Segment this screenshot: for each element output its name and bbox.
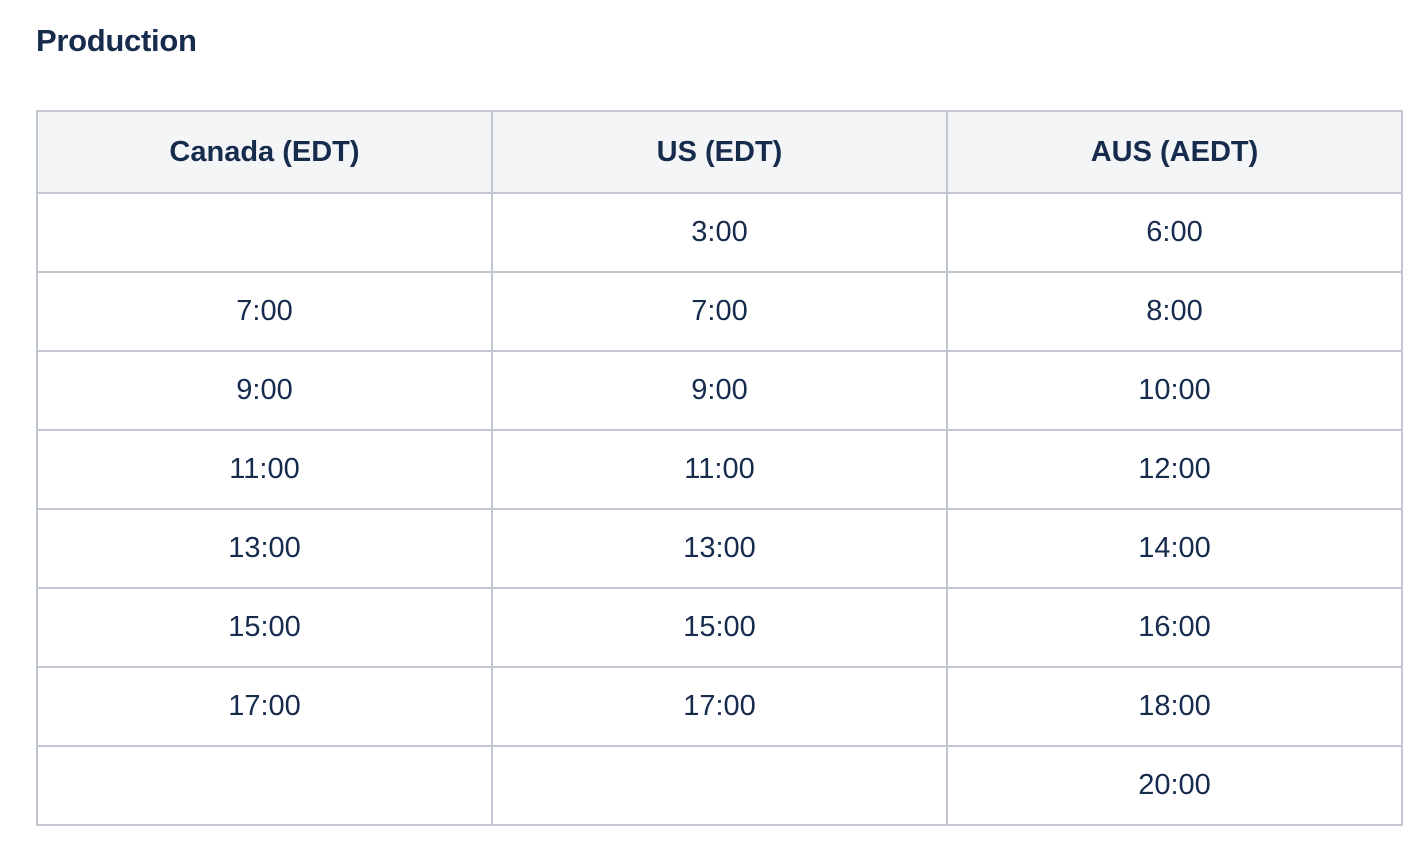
table-cell: 8:00 <box>946 271 1403 352</box>
column-header-canada: Canada (EDT) <box>36 110 493 194</box>
table-cell: 20:00 <box>946 745 1403 826</box>
table-cell: 18:00 <box>946 666 1403 747</box>
table-row: 13:00 13:00 14:00 <box>36 508 1403 589</box>
table-cell: 13:00 <box>36 508 493 589</box>
table-cell: 11:00 <box>36 429 493 510</box>
table-cell: 7:00 <box>491 271 948 352</box>
table-row: 17:00 17:00 18:00 <box>36 666 1403 747</box>
table-cell: 11:00 <box>491 429 948 510</box>
table-row: 11:00 11:00 12:00 <box>36 429 1403 510</box>
table-row: 3:00 6:00 <box>36 192 1403 273</box>
table-cell: 16:00 <box>946 587 1403 668</box>
table-row: 15:00 15:00 16:00 <box>36 587 1403 668</box>
table-cell: 12:00 <box>946 429 1403 510</box>
table-cell <box>36 745 493 826</box>
table-cell <box>36 192 493 273</box>
table-cell: 14:00 <box>946 508 1403 589</box>
production-schedule-table: Canada (EDT) US (EDT) AUS (AEDT) 3:00 6:… <box>36 110 1403 826</box>
page-title: Production <box>36 23 197 58</box>
table-cell: 17:00 <box>491 666 948 747</box>
table-cell: 10:00 <box>946 350 1403 431</box>
column-header-us: US (EDT) <box>491 110 948 194</box>
table-cell: 7:00 <box>36 271 493 352</box>
table-cell: 3:00 <box>491 192 948 273</box>
column-header-aus: AUS (AEDT) <box>946 110 1403 194</box>
table-cell: 15:00 <box>36 587 493 668</box>
table-header-row: Canada (EDT) US (EDT) AUS (AEDT) <box>36 110 1403 194</box>
table-cell: 13:00 <box>491 508 948 589</box>
table-cell <box>491 745 948 826</box>
table-row: 20:00 <box>36 745 1403 826</box>
table-cell: 9:00 <box>491 350 948 431</box>
table-row: 9:00 9:00 10:00 <box>36 350 1403 431</box>
table-cell: 17:00 <box>36 666 493 747</box>
table-cell: 6:00 <box>946 192 1403 273</box>
table-row: 7:00 7:00 8:00 <box>36 271 1403 352</box>
table-cell: 9:00 <box>36 350 493 431</box>
table-cell: 15:00 <box>491 587 948 668</box>
